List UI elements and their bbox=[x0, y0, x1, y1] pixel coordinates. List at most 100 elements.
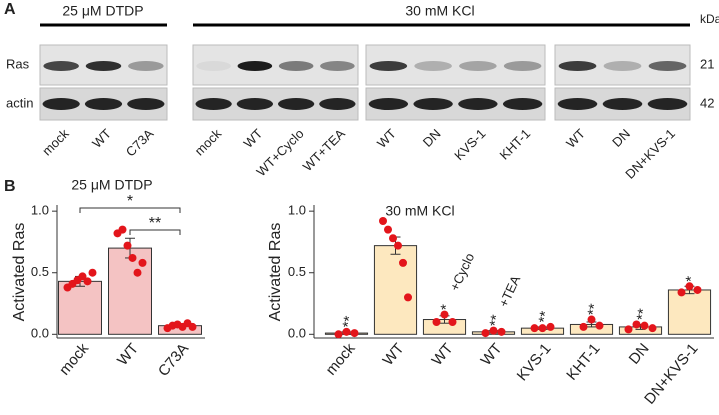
data-point bbox=[138, 258, 147, 267]
bar bbox=[373, 245, 418, 335]
data-point bbox=[133, 268, 142, 277]
data-point bbox=[538, 324, 547, 333]
actin-band bbox=[647, 98, 688, 110]
lane-label: WT bbox=[241, 126, 266, 151]
ras-band bbox=[369, 61, 408, 71]
significance: ** bbox=[340, 315, 359, 330]
kda-value: 42 bbox=[700, 95, 714, 110]
actin-band bbox=[502, 98, 543, 110]
bracket bbox=[129, 229, 181, 235]
kda-label: kDa bbox=[700, 12, 719, 26]
panel-letter: B bbox=[4, 178, 16, 195]
ras-band bbox=[43, 61, 79, 71]
lane-label: mock bbox=[192, 126, 225, 159]
data-point bbox=[587, 315, 596, 324]
x-tick-label: WT bbox=[429, 340, 457, 369]
lane-label: KHT-1 bbox=[497, 126, 534, 163]
data-point bbox=[546, 322, 555, 331]
actin-band bbox=[127, 98, 165, 110]
data-point bbox=[481, 329, 490, 338]
lane-label: WT bbox=[563, 126, 588, 151]
blot-header: 25 μM DTDP bbox=[62, 3, 143, 19]
y-tick-label: 0.5 bbox=[288, 264, 306, 279]
data-point bbox=[693, 285, 702, 294]
blot-header: 30 mM KCl bbox=[405, 3, 474, 19]
lane-label: DN bbox=[609, 126, 633, 150]
x-tick-label: mock bbox=[56, 340, 92, 379]
actin-band bbox=[195, 98, 232, 110]
bracket-label: * bbox=[127, 193, 133, 210]
actin-band bbox=[319, 98, 356, 110]
ras-band bbox=[459, 61, 497, 71]
data-point bbox=[685, 282, 694, 291]
data-point bbox=[648, 324, 657, 333]
lane-label: WT bbox=[89, 126, 114, 151]
actin-band bbox=[42, 98, 80, 110]
row-label: Ras bbox=[6, 56, 30, 71]
lane-label: WT bbox=[374, 126, 399, 151]
actin-band bbox=[277, 98, 315, 110]
data-point bbox=[394, 241, 402, 250]
data-point bbox=[530, 324, 539, 333]
data-point bbox=[118, 225, 127, 234]
data-point bbox=[350, 329, 359, 338]
y-tick-label: 0.5 bbox=[31, 264, 49, 279]
x-tick-label: C73A bbox=[155, 340, 192, 380]
ras-band bbox=[320, 61, 355, 71]
actin-band bbox=[236, 98, 274, 110]
ras-band bbox=[558, 61, 597, 71]
data-point bbox=[384, 225, 392, 234]
data-point bbox=[595, 321, 604, 330]
data-point bbox=[677, 288, 686, 297]
panel-letter: A bbox=[4, 1, 16, 18]
data-point bbox=[399, 258, 407, 267]
actin-band bbox=[413, 98, 453, 110]
data-point bbox=[448, 317, 457, 326]
lane-label: DN bbox=[420, 126, 444, 150]
y-axis-label: Activated Ras bbox=[267, 223, 284, 322]
bracket bbox=[79, 207, 181, 213]
ras-band bbox=[196, 61, 231, 71]
x-tick-label: KVS-1 bbox=[514, 340, 555, 384]
y-tick-label: 0.0 bbox=[288, 326, 306, 341]
data-point bbox=[342, 327, 351, 336]
ras-band bbox=[648, 61, 687, 71]
significance: ** bbox=[585, 302, 604, 317]
bar-note: +TEA bbox=[496, 273, 524, 309]
ras-band bbox=[414, 61, 452, 71]
data-point bbox=[489, 326, 498, 335]
data-point bbox=[632, 320, 641, 329]
x-tick-label: DN bbox=[626, 340, 653, 368]
data-point bbox=[188, 322, 197, 331]
data-point bbox=[83, 277, 92, 286]
data-point bbox=[432, 317, 441, 326]
data-point bbox=[389, 234, 397, 243]
bar-note: +Cyclo bbox=[447, 251, 478, 294]
ras-band bbox=[278, 61, 314, 71]
ras-band bbox=[237, 61, 273, 71]
x-tick-label: WT bbox=[114, 340, 142, 369]
x-tick-label: KHT-1 bbox=[563, 340, 603, 383]
actin-band bbox=[557, 98, 598, 110]
data-point bbox=[640, 321, 649, 330]
lane-label: KVS-1 bbox=[451, 126, 488, 163]
data-point bbox=[579, 322, 588, 331]
x-tick-label: WT bbox=[380, 340, 408, 369]
ras-band bbox=[503, 61, 542, 71]
data-point bbox=[624, 325, 633, 334]
data-point bbox=[88, 268, 97, 277]
data-point bbox=[379, 217, 387, 226]
bracket-label: ** bbox=[149, 215, 161, 232]
significance: * bbox=[438, 303, 456, 312]
chart-title: 30 mM KCl bbox=[385, 203, 454, 219]
actin-band bbox=[458, 98, 498, 110]
blot-box bbox=[192, 44, 359, 86]
significance: ** bbox=[634, 307, 653, 322]
lane-label: mock bbox=[39, 126, 72, 159]
lane-label: C73A bbox=[123, 126, 157, 160]
ras-band bbox=[603, 61, 642, 71]
significance: ** bbox=[536, 310, 555, 325]
actin-band bbox=[84, 98, 123, 110]
data-point bbox=[78, 272, 87, 281]
